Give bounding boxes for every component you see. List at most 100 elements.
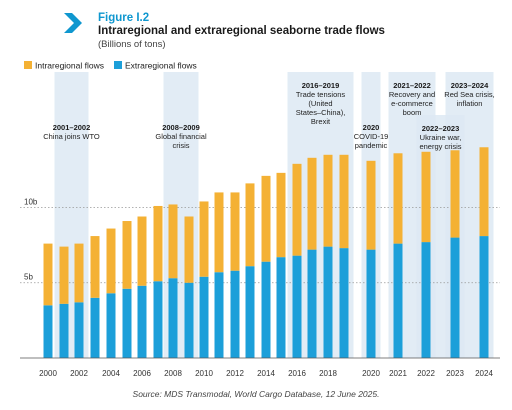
bar-extraregional (43, 305, 53, 358)
period-description: crisis (172, 141, 189, 150)
bar-intraregional (59, 246, 69, 304)
x-tick-label: 2010 (195, 369, 213, 378)
x-tick-label: 2018 (319, 369, 337, 378)
bar-intraregional (292, 163, 302, 256)
bar-intraregional (137, 216, 147, 286)
x-tick-label: 2006 (133, 369, 151, 378)
period-title: 2008–2009 (162, 123, 200, 132)
period-description: Global financial (155, 132, 207, 141)
bar-extraregional (261, 261, 271, 358)
figure-label: Figure I.2 (98, 12, 150, 24)
bar-extraregional (276, 257, 286, 358)
period-description: Red Sea crisis, (444, 90, 494, 99)
bar-intraregional (230, 192, 240, 271)
source-note: Source: MDS Transmodal, World Cargo Data… (132, 389, 380, 399)
bar-intraregional (168, 204, 178, 279)
bar-extraregional (59, 303, 69, 358)
period-title: 2022–2023 (422, 124, 460, 133)
period-title: 2020 (363, 123, 380, 132)
bar-intraregional (106, 228, 116, 294)
bar-extraregional (230, 270, 240, 358)
period-description: (United (308, 99, 332, 108)
period-description: Brexit (311, 117, 331, 126)
period-title: 2023–2024 (451, 81, 489, 90)
bar-extraregional (199, 276, 209, 358)
period-description: Trade tensions (296, 90, 346, 99)
x-tick-label: 2004 (102, 369, 120, 378)
legend-label: Extraregional flows (125, 61, 197, 71)
y-tick-label: 5b (24, 273, 33, 282)
x-tick-label: 2023 (446, 369, 464, 378)
bar-extraregional (366, 249, 376, 358)
chart-title: Intraregional and extraregional seaborne… (98, 25, 385, 37)
bar-intraregional (307, 157, 317, 250)
period-description: China joins WTO (43, 132, 100, 141)
x-tick-label: 2024 (475, 369, 493, 378)
bar-intraregional (276, 172, 286, 258)
bar-intraregional (153, 205, 163, 282)
x-tick-label: 2021 (389, 369, 407, 378)
x-tick-label: 2000 (39, 369, 57, 378)
bar-extraregional (450, 237, 460, 358)
bar-extraregional (106, 293, 116, 358)
bar-intraregional (479, 147, 489, 237)
bar-intraregional (366, 160, 376, 250)
period-description: pandemic (355, 141, 388, 150)
period-description: inflation (457, 99, 483, 108)
period-description: States–China), (296, 108, 346, 117)
bar-intraregional (74, 243, 84, 303)
period-description: COVID-19 (354, 132, 389, 141)
y-tick-label: 10b (24, 197, 38, 206)
bar-extraregional (393, 243, 403, 358)
bar-extraregional (479, 236, 489, 358)
bar-intraregional (339, 154, 349, 249)
period-description: boom (403, 108, 422, 117)
bar-intraregional (43, 243, 53, 306)
bar-extraregional (90, 297, 100, 358)
x-tick-label: 2002 (70, 369, 88, 378)
x-tick-label: 2014 (257, 369, 275, 378)
period-description: Ukraine war, (420, 133, 462, 142)
period-title: 2001–2002 (53, 123, 91, 132)
x-tick-label: 2008 (164, 369, 182, 378)
x-tick-label: 2012 (226, 369, 244, 378)
bar-extraregional (153, 281, 163, 358)
bar-extraregional (307, 249, 317, 358)
x-tick-label: 2022 (417, 369, 435, 378)
bar-extraregional (137, 285, 147, 358)
period-description: Recovery and (389, 90, 435, 99)
bar-extraregional (122, 288, 132, 358)
bar-intraregional (184, 216, 194, 283)
bar-intraregional (323, 154, 333, 247)
legend-swatch (114, 61, 122, 69)
bar-extraregional (245, 266, 255, 358)
chart-subtitle: (Billions of tons) (98, 39, 166, 50)
bar-extraregional (74, 302, 84, 358)
bar-extraregional (184, 282, 194, 358)
legend-swatch (24, 61, 32, 69)
bar-extraregional (214, 272, 224, 358)
bar-intraregional (450, 150, 460, 238)
period-description: energy crisis (419, 142, 461, 151)
bar-intraregional (393, 153, 403, 244)
bar-extraregional (168, 278, 178, 358)
bar-intraregional (245, 183, 255, 267)
period-title: 2021–2022 (393, 81, 431, 90)
legend-label: Intraregional flows (35, 61, 104, 71)
bar-extraregional (421, 242, 431, 358)
bar-extraregional (292, 255, 302, 358)
period-title: 2016–2019 (302, 81, 340, 90)
bar-extraregional (339, 248, 349, 358)
bar-extraregional (323, 246, 333, 358)
period-description: e-commerce (391, 99, 433, 108)
bar-intraregional (214, 192, 224, 273)
x-tick-label: 2016 (288, 369, 306, 378)
bar-intraregional (421, 151, 431, 243)
bar-intraregional (261, 175, 271, 262)
bar-intraregional (199, 201, 209, 277)
x-tick-label: 2020 (362, 369, 380, 378)
bar-intraregional (90, 236, 100, 298)
bar-intraregional (122, 221, 132, 289)
